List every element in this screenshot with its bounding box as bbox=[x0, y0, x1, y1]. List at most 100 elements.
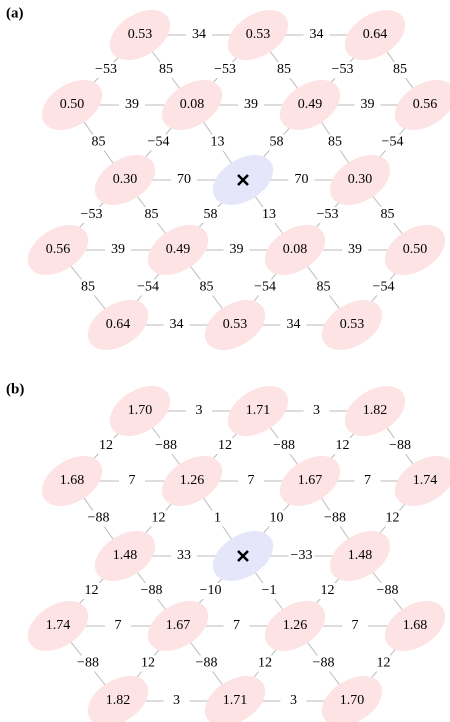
edge-label-bg bbox=[256, 207, 282, 223]
edge-label: 10 bbox=[270, 511, 284, 526]
edge-label-bg bbox=[145, 134, 172, 151]
edge-label-bg bbox=[85, 510, 112, 527]
edge-label: 34 bbox=[192, 27, 206, 42]
node-label: 1.67 bbox=[298, 473, 323, 488]
edge-label: 58 bbox=[204, 207, 218, 222]
edge-label-bg bbox=[329, 438, 356, 454]
node-label: 1.26 bbox=[283, 618, 308, 633]
node-ellipse bbox=[161, 456, 223, 506]
edge-label: −53 bbox=[95, 62, 117, 77]
edge-label-bg bbox=[271, 438, 297, 454]
edge-label: 12 bbox=[152, 511, 166, 526]
edge-label-bg bbox=[374, 583, 401, 599]
edge-label-bg bbox=[153, 438, 179, 454]
edge-label: −88 bbox=[313, 656, 335, 671]
edge-label: 85 bbox=[92, 135, 106, 150]
node-ellipse bbox=[329, 155, 391, 205]
edge-label: 85 bbox=[381, 207, 395, 222]
edge-label: 58 bbox=[270, 135, 284, 150]
edge-label-bg bbox=[212, 62, 238, 78]
edge-label-bg bbox=[223, 618, 250, 634]
node-ellipse bbox=[94, 155, 156, 205]
edge-label: 85 bbox=[328, 135, 342, 150]
edge-label-bg bbox=[354, 97, 381, 113]
node-label: 1.74 bbox=[413, 473, 438, 488]
edge-label: 85 bbox=[159, 62, 173, 77]
node-ellipse bbox=[384, 601, 446, 651]
node-ellipse bbox=[344, 386, 406, 436]
node-label: 1.82 bbox=[363, 403, 388, 418]
edge-label: 70 bbox=[177, 172, 191, 187]
panel-label: (b) bbox=[6, 381, 24, 397]
edge-label: 39 bbox=[348, 242, 362, 257]
edge-label: 70 bbox=[295, 172, 309, 187]
edge-label-bg bbox=[171, 172, 197, 188]
edge-label-bg bbox=[105, 618, 131, 634]
edge-label-bg bbox=[75, 655, 101, 672]
node-label: 1.48 bbox=[348, 548, 373, 563]
node-ellipse bbox=[94, 531, 156, 581]
edge-label: −88 bbox=[196, 656, 218, 671]
edge-label: −33 bbox=[291, 548, 313, 563]
edge-label: 12 bbox=[336, 438, 350, 453]
node-label: 0.30 bbox=[113, 172, 138, 187]
node-label: 1.68 bbox=[60, 473, 85, 488]
node-label: 0.50 bbox=[403, 242, 428, 257]
edge-label-bg bbox=[78, 583, 105, 599]
edge-label-bg bbox=[204, 510, 231, 527]
edge-label: −88 bbox=[141, 583, 163, 598]
node-label: 0.56 bbox=[46, 242, 71, 257]
edge-label: 12 bbox=[321, 583, 335, 598]
edge-label-bg bbox=[322, 510, 348, 527]
edge-label-bg bbox=[85, 134, 112, 151]
edge-label-bg bbox=[93, 62, 119, 78]
edge-label: 85 bbox=[145, 207, 159, 222]
edge-label: 85 bbox=[200, 280, 214, 295]
node-label: 0.08 bbox=[180, 97, 205, 112]
node-label: 1.82 bbox=[106, 693, 131, 708]
edge-label-bg bbox=[204, 134, 231, 151]
edge-label: −88 bbox=[377, 583, 399, 598]
node-label: 0.56 bbox=[413, 97, 438, 112]
node-label: 1.71 bbox=[223, 693, 248, 708]
edge-label: 34 bbox=[170, 317, 184, 332]
node-ellipse bbox=[87, 676, 149, 722]
edge-label-bg bbox=[379, 134, 406, 151]
edge-label: 3 bbox=[290, 693, 297, 708]
edge-label-bg bbox=[303, 403, 330, 419]
edge-label-bg bbox=[186, 403, 212, 419]
edge-label-bg bbox=[288, 172, 315, 188]
edge-label: 85 bbox=[277, 62, 291, 77]
edge-label-bg bbox=[370, 279, 397, 296]
node-label: 0.49 bbox=[298, 97, 323, 112]
edge-label-bg bbox=[387, 438, 413, 454]
node-ellipse bbox=[27, 601, 89, 651]
edge-label: 85 bbox=[317, 280, 331, 295]
edge-label-bg bbox=[238, 97, 264, 113]
edge-label-bg bbox=[252, 655, 278, 672]
edge-label-bg bbox=[93, 438, 119, 454]
edge-label: −54 bbox=[382, 135, 404, 150]
edge-label: −88 bbox=[273, 438, 295, 453]
edge-label-bg bbox=[186, 27, 212, 43]
edge-label: 13 bbox=[211, 135, 225, 150]
node-ellipse bbox=[109, 386, 171, 436]
edge-label: 7 bbox=[364, 473, 371, 488]
edge-label: 39 bbox=[111, 242, 125, 257]
node-ellipse bbox=[344, 10, 406, 60]
edge-label: 3 bbox=[173, 693, 180, 708]
edge-label: 12 bbox=[258, 656, 272, 671]
node-ellipse bbox=[329, 531, 391, 581]
edge-label: 12 bbox=[99, 438, 113, 453]
edge-label-bg bbox=[314, 583, 341, 599]
edge-label: 39 bbox=[244, 97, 258, 112]
edge-label-bg bbox=[193, 279, 220, 296]
edge-label-bg bbox=[193, 655, 220, 672]
edge-label: −54 bbox=[148, 135, 170, 150]
node-ellipse bbox=[321, 300, 383, 350]
edge-label: 7 bbox=[233, 618, 240, 633]
node-label: 1.74 bbox=[46, 618, 71, 633]
node-label: 0.49 bbox=[166, 242, 191, 257]
node-label: 0.30 bbox=[348, 172, 373, 187]
edge-label-bg bbox=[342, 242, 368, 258]
